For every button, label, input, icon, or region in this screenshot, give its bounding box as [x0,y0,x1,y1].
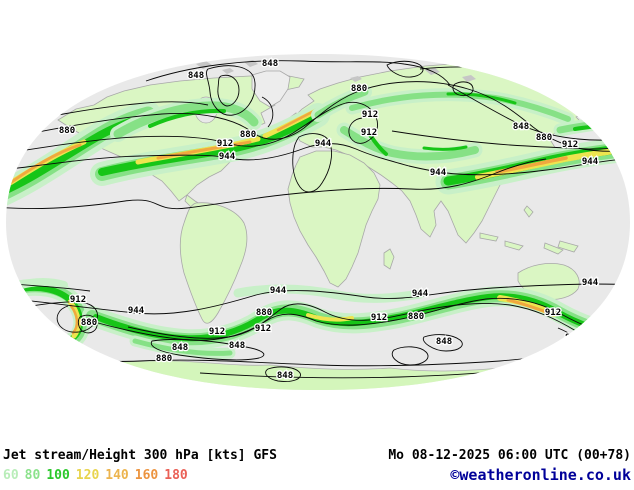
contour-label-944: 944 [315,139,332,149]
contour-label-880: 880 [59,126,75,136]
contour-label-912: 912 [255,324,271,334]
contour-label-944: 944 [430,168,447,178]
contour-label-848: 848 [436,337,452,347]
legend-value-100: 100 [46,468,70,483]
legend-value-80: 80 [24,468,41,483]
contour-label-880: 880 [240,130,256,140]
new-zealand [602,304,612,317]
contour-label-848: 848 [188,71,204,81]
contour-label-880: 880 [408,312,424,322]
contour-label-848: 848 [277,371,293,381]
contour-label-912: 912 [209,327,225,337]
contour-label-880: 880 [156,354,172,364]
contour-label-912: 912 [361,128,377,138]
contour-label-880: 880 [351,84,367,94]
legend-value-140: 140 [105,468,129,483]
contour-label-848: 848 [172,343,188,353]
contour-label-880: 880 [81,318,97,328]
contour-label-944: 944 [219,152,236,162]
greenland [251,70,291,108]
contour-label-944: 944 [128,306,145,316]
footer-row-1: Jet stream/Height 300 hPa [kts] GFS Mo 0… [0,448,634,463]
legend-value-180: 180 [164,468,188,483]
madagascar [383,248,395,270]
contour-label-944: 944 [270,286,287,296]
copyright-link[interactable]: ©weatheronline.co.uk [450,466,631,484]
footer-row-2: 60 80 100 120 140 160 180 ©weatheronline.co.uk [0,466,634,484]
valid-time: Mo 08-12-2025 06:00 UTC (00+78) [388,448,631,463]
contour-label-944: 944 [582,278,599,288]
south-america [179,202,248,324]
philippines [523,205,534,218]
legend-value-160: 160 [134,468,159,483]
contour-label-848: 848 [229,341,245,351]
new-guinea [557,240,579,253]
contour-label-880: 880 [536,133,552,143]
contour-label-912: 912 [217,139,233,149]
map-title: Jet stream/Height 300 hPa [kts] GFS [3,448,277,463]
world-jet-stream-map: 848 848 880 880 912 944 880 912 912 944 944 848 880 9… [6,54,630,390]
legend-value-60: 60 [3,468,19,483]
wind-speed-legend: 60 80 100 120 140 160 180 [3,468,194,483]
contour-label-912: 912 [545,308,561,318]
contour-label-912: 912 [371,313,387,323]
contour-label-944: 944 [412,289,429,299]
contour-label-912: 912 [70,295,86,305]
contour-label-880: 880 [565,333,581,343]
contour-label-848: 848 [513,122,529,132]
contour-label-944: 944 [582,157,599,167]
indonesia [479,232,564,255]
contour-label-848: 848 [262,59,278,69]
africa [287,150,381,288]
contour-label-912: 912 [562,140,578,150]
map-footer: Jet stream/Height 300 hPa [kts] GFS Mo 0… [0,440,634,490]
legend-value-120: 120 [75,468,100,483]
arctic-islands [196,60,513,82]
height-contours [6,60,630,382]
contour-label-880: 880 [256,308,272,318]
contour-label-912: 912 [362,110,378,120]
